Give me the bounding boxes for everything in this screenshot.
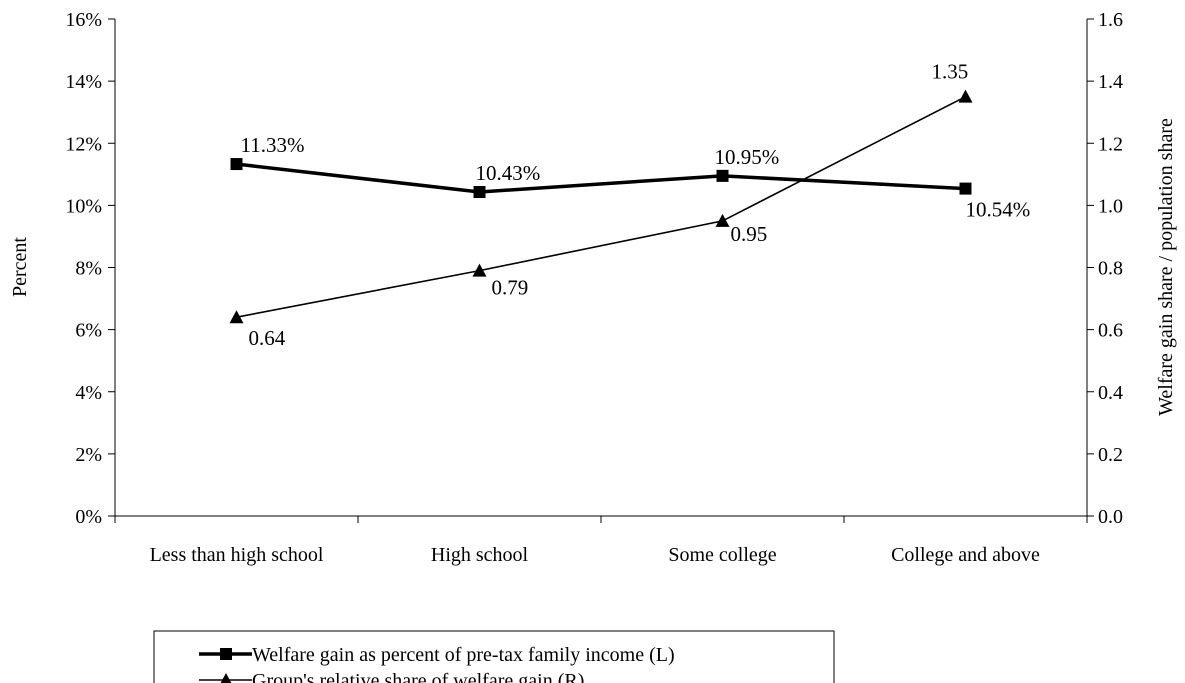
left-axis-tick-label: 16%: [65, 9, 102, 31]
x-axis-category-label: High school: [431, 544, 529, 566]
left-axis-title: Percent: [9, 237, 31, 297]
data-label: 10.54%: [966, 198, 1031, 222]
legend-item: Welfare gain as percent of pre-tax famil…: [199, 644, 675, 666]
right-axis-tick-label: 0.0: [1098, 506, 1123, 528]
series-welfare-gain-percent: 11.33% 10.43% 10.95% 10.54%: [230, 133, 1031, 222]
data-label: 0.64: [249, 326, 286, 350]
square-marker: [959, 182, 972, 195]
right-axis-tick-label: 0.2: [1098, 444, 1123, 466]
right-axis-tick-label: 1.0: [1098, 195, 1123, 217]
right-axis-title: Welfare gain share / population share: [1155, 118, 1177, 416]
welfare-gain-line: [236, 162, 966, 194]
data-label: 11.33%: [241, 133, 305, 157]
legend-square-marker: [220, 648, 232, 660]
series-relative-share: 0.64 0.79 0.95 1.35: [229, 60, 973, 350]
right-axis-ticks: 0.0 0.2 0.4 0.6 0.8 1.0 1.2 1.4 1.6: [1087, 9, 1123, 528]
left-axis-tick-label: 14%: [65, 71, 102, 93]
x-axis-category-label: Less than high school: [150, 544, 324, 566]
left-axis-ticks: 0% 2% 4% 6% 8% 10% 12% 14% 16%: [65, 9, 115, 528]
x-axis-ticks: Less than high school High school Some col…: [114, 516, 1088, 566]
right-axis-tick-label: 1.4: [1098, 71, 1123, 93]
triangle-marker: [472, 263, 487, 277]
data-label: 0.95: [731, 222, 768, 246]
triangle-marker: [229, 310, 244, 324]
relative-share-line: [236, 95, 966, 318]
triangle-marker: [958, 89, 973, 103]
left-axis-tick-label: 6%: [75, 320, 102, 342]
right-axis-tick-label: 0.4: [1098, 382, 1123, 404]
x-axis-category-label: College and above: [891, 544, 1040, 566]
legend-triangle-marker: [220, 673, 232, 683]
legend-label: Group's relative share of welfare gain (…: [252, 670, 584, 683]
left-axis-tick-label: 0%: [75, 506, 102, 528]
right-axis-tick-label: 1.6: [1098, 9, 1123, 31]
right-axis-tick-label: 0.6: [1098, 320, 1123, 342]
legend-label: Welfare gain as percent of pre-tax famil…: [252, 644, 675, 666]
data-label: 1.35: [932, 60, 969, 84]
left-axis-tick-label: 8%: [75, 258, 102, 280]
right-axis-tick-label: 0.8: [1098, 258, 1123, 280]
series-layer: 11.33% 10.43% 10.95% 10.54% 0.64 0.79 0.95 1.35: [229, 60, 1031, 350]
square-marker: [716, 169, 729, 182]
x-axis-category-label: Some college: [668, 544, 776, 566]
left-axis-tick-label: 4%: [75, 382, 102, 404]
square-marker: [473, 186, 486, 199]
legend: Welfare gain as percent of pre-tax famil…: [153, 630, 835, 683]
left-axis-tick-label: 2%: [75, 444, 102, 466]
right-axis-tick-label: 1.2: [1098, 133, 1123, 155]
data-label: 10.95%: [715, 145, 780, 169]
left-axis-tick-label: 12%: [65, 133, 102, 155]
legend-item: Group's relative share of welfare gain (…: [199, 670, 584, 683]
left-axis-tick-label: 10%: [65, 195, 102, 217]
square-marker: [230, 158, 243, 171]
triangle-marker: [715, 213, 730, 227]
axes: [114, 19, 1088, 517]
data-label: 10.43%: [476, 161, 541, 185]
data-label: 0.79: [492, 276, 529, 300]
legend-box: [153, 630, 835, 683]
